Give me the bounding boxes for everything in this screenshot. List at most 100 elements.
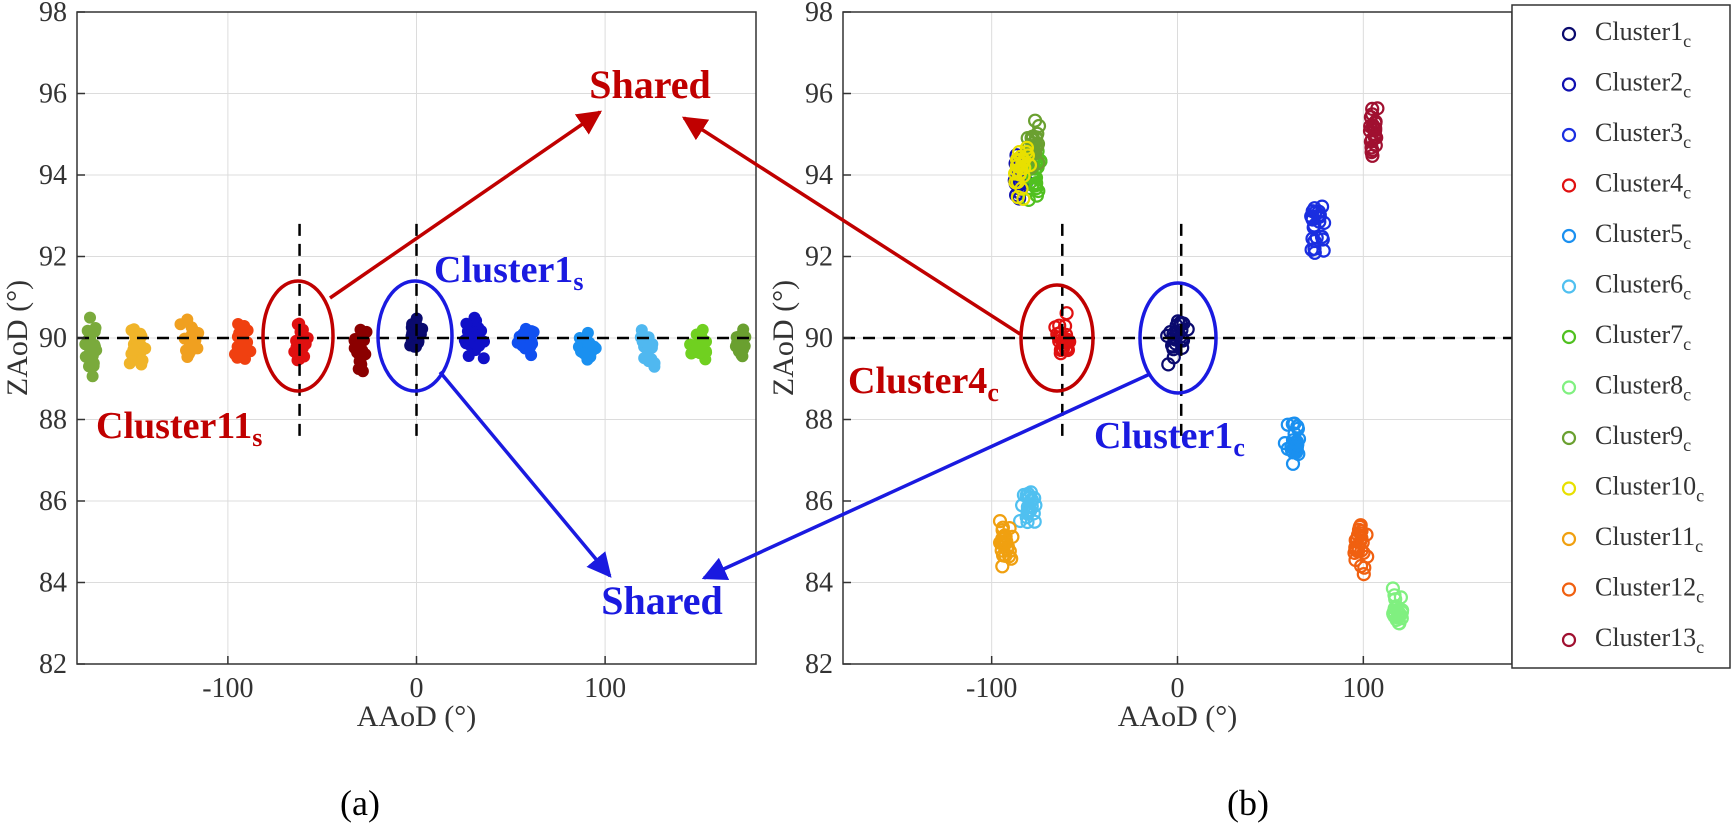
panel-a-point-cluster-1 (86, 370, 99, 383)
panel-a-y-tick-label: 96 (39, 79, 67, 110)
panel-b-point-cluster-6 (1027, 514, 1042, 529)
panel-a-point-cluster-8 (462, 350, 475, 362)
shared-top-annotation: Shared (589, 62, 711, 107)
panel-b-point-cluster-11 (995, 520, 1011, 535)
arrow-cluster1s-to-shared (438, 370, 612, 578)
panel-a-point-cluster-1 (84, 311, 96, 324)
panel-b-point-cluster-9 (1027, 113, 1043, 128)
panel-b-point-cluster-1 (1168, 332, 1183, 347)
legend-label-12: Cluster12c (1595, 573, 1704, 607)
panel-b-point-cluster-13 (1367, 130, 1383, 145)
cluster1s-ellipse (376, 279, 454, 393)
panel-b-point-cluster-11 (1004, 551, 1019, 566)
panel-b-y-tick-label: 94 (805, 160, 833, 191)
cluster1c-ellipse (1138, 281, 1218, 395)
panel-b-x-tick-label: -100 (966, 673, 1017, 704)
legend-label-4: Cluster4c (1595, 169, 1691, 203)
panel-a-point-cluster-7 (416, 322, 429, 335)
panel-a-point-cluster-6 (354, 323, 367, 336)
panel-a-plot: -100 0 100 82 84 86 88 90 92 94 96 98 AAoD (°) ZAoD (… (1, 0, 757, 733)
panel-b-point-cluster-11 (1001, 549, 1017, 564)
panel-a-x-tick-label: -100 (202, 673, 253, 704)
panel-a-point-cluster-9 (524, 340, 537, 353)
cluster4c-ellipse (1019, 283, 1095, 393)
panel-b-point-cluster-13 (1365, 101, 1380, 117)
panel-b-point-cluster-11 (995, 559, 1010, 574)
panel-b-y-tick-label: 92 (805, 242, 833, 273)
legend-label-1: Cluster1c (1595, 17, 1691, 51)
legend-marker-5 (1561, 228, 1577, 244)
panel-b-point-cluster-12 (1353, 518, 1368, 533)
panel-b-label: (b) (1227, 783, 1269, 823)
cluster11s-ellipse (261, 279, 335, 393)
panel-b-point-cluster-4 (1057, 318, 1073, 334)
panel-a-y-tick-label: 98 (39, 0, 67, 28)
legend-label-13: Cluster13c (1595, 623, 1704, 657)
legend-marker-13 (1561, 632, 1577, 648)
panel-b-point-cluster-3 (1312, 207, 1327, 222)
legend-label-11: Cluster11c (1595, 522, 1703, 556)
cluster11s-annotation: Cluster11s (96, 405, 262, 452)
legend-marker-12 (1561, 582, 1577, 597)
panel-a-point-cluster-11 (635, 324, 648, 337)
panel-b-point-cluster-12 (1357, 560, 1372, 575)
panel-a-point-cluster-4 (229, 348, 241, 361)
panel-b-point-cluster-4 (1057, 332, 1072, 347)
panel-a-point-cluster-6 (352, 363, 365, 375)
panel-b-point-cluster-3 (1304, 242, 1319, 257)
legend-box (1511, 4, 1731, 669)
legend: Cluster1c Cluster2c Cluster3c Cluster4c Clus… (1561, 17, 1704, 657)
legend-marker-1 (1561, 26, 1577, 42)
legend-label-7: Cluster7c (1595, 320, 1691, 354)
panel-a-point-cluster-5 (291, 354, 304, 367)
panel-a-point-cluster-1 (89, 322, 102, 334)
panel-a-point-cluster-8 (477, 352, 490, 365)
panel-a-y-axis-label: ZAoD (°) (1, 280, 34, 396)
panel-b-point-cluster-5 (1291, 431, 1307, 447)
panel-b-point-cluster-7 (1029, 188, 1045, 203)
shared-bottom-annotation: Shared (601, 578, 723, 623)
panel-b-y-tick-label: 98 (805, 0, 833, 28)
panel-b-point-cluster-5 (1288, 445, 1304, 460)
panel-b-point-cluster-10 (1016, 191, 1031, 206)
panel-b-point-cluster-12 (1356, 566, 1371, 582)
panel-b-y-tick-label: 82 (805, 649, 833, 680)
panel-a-x-axis-label: AAoD (°) (357, 700, 476, 733)
panel-a-y-tick-label: 88 (39, 405, 67, 436)
panel-a-point-cluster-2 (127, 343, 140, 356)
panel-b-point-cluster-10 (1014, 181, 1029, 196)
panel-a-y-tick-label: 82 (39, 649, 67, 680)
panel-b-point-cluster-6 (1012, 513, 1028, 529)
panel-b-point-cluster-11 (995, 536, 1010, 552)
legend-marker-4 (1561, 178, 1577, 193)
panel-a-point-cluster-8 (460, 317, 473, 330)
panel-b-point-cluster-7 (1028, 177, 1043, 193)
panel-a-axes: -100 0 100 82 84 86 88 90 92 94 96 98 AAoD (°) ZAoD (… (1, 0, 757, 733)
legend-marker-11 (1561, 531, 1577, 547)
panel-a-y-tick-label: 92 (39, 242, 67, 273)
panel-b-point-cluster-9 (1020, 131, 1035, 146)
legend-label-6: Cluster6c (1595, 270, 1691, 304)
cluster1s-annotation: Cluster1s (434, 249, 583, 296)
legend-marker-9 (1561, 430, 1577, 446)
arrow-cluster11s-to-shared (329, 110, 603, 300)
panel-b-point-cluster-9 (1029, 130, 1044, 145)
panel-a-point-cluster-7 (408, 340, 421, 353)
panel-a-point-cluster-1 (82, 333, 95, 346)
panel-a-point-cluster-1 (87, 357, 100, 370)
legend-label-3: Cluster3c (1595, 118, 1691, 152)
panel-b-point-cluster-8 (1391, 615, 1407, 631)
legend-label-10: Cluster10c (1595, 472, 1704, 506)
panel-a-y-tick-label: 84 (39, 568, 67, 599)
panel-b-point-cluster-4 (1053, 346, 1068, 361)
panel-a-y-tick-label: 90 (39, 323, 67, 354)
panel-a-point-cluster-12 (695, 339, 708, 351)
panel-a-point-cluster-3 (192, 327, 205, 339)
panel-b-x-tick-label: 100 (1342, 673, 1384, 704)
panel-b-point-cluster-13 (1363, 109, 1379, 125)
panel-a-point-cluster-2 (136, 354, 149, 367)
panel-b-point-cluster-6 (1026, 506, 1041, 521)
panel-a-point-cluster-8 (472, 329, 485, 342)
panel-b-y-axis-label: ZAoD (°) (767, 280, 800, 396)
